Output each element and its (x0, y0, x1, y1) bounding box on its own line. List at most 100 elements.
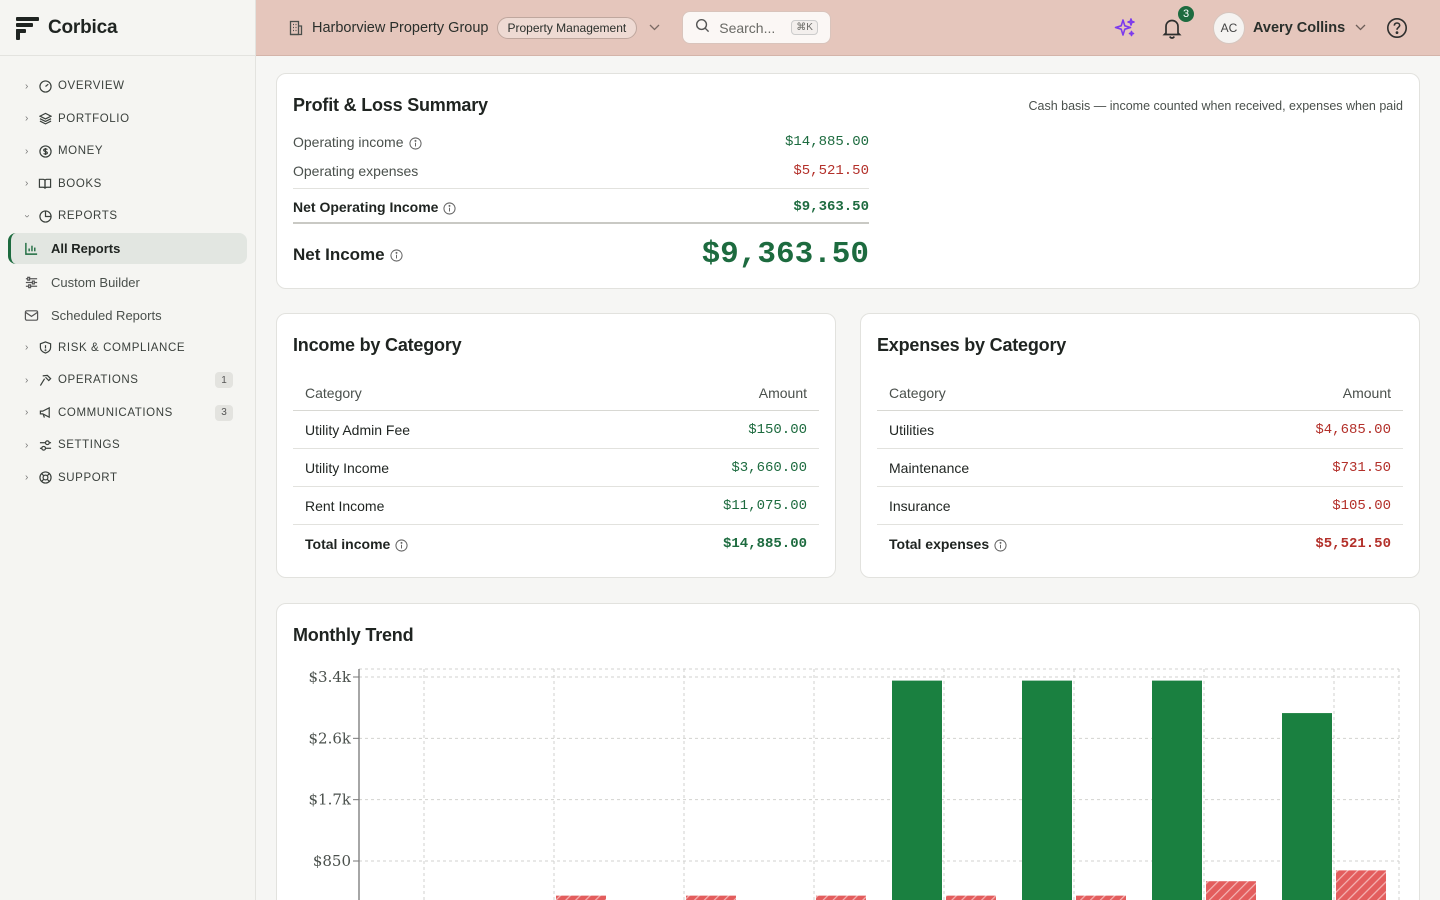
y-tick-label: $1.7k (309, 791, 352, 809)
pl-basis-note: Cash basis — income counted when receive… (1028, 99, 1403, 113)
amount-cell: $4,685.00 (1315, 421, 1391, 438)
expense-bar (946, 895, 996, 900)
communications-count-badge: 3 (215, 404, 233, 421)
nav-group-communications[interactable]: › COMMUNICATIONS 3 (0, 397, 255, 430)
nav-group-label: OVERVIEW (58, 80, 125, 93)
nav-group-reports[interactable]: › REPORTS (0, 200, 255, 233)
y-tick-label: $3.4k (309, 668, 352, 686)
nav-item-label: All Reports (51, 240, 121, 256)
info-icon[interactable] (408, 137, 422, 150)
chevron-right-icon: › (25, 145, 29, 157)
nav-group-label: MONEY (58, 145, 104, 158)
expense-bar (1076, 895, 1126, 900)
column-header: Category (889, 385, 946, 401)
column-header: Category (305, 385, 362, 401)
bell-icon[interactable] (1161, 16, 1183, 45)
nav-group-support[interactable]: › SUPPORT (0, 462, 255, 495)
nav-group-portfolio[interactable]: › PORTFOLIO (0, 103, 255, 136)
nav-item-custom-builder[interactable]: Custom Builder (8, 266, 247, 299)
mail-icon (23, 307, 39, 323)
search-input[interactable]: Search... (719, 19, 776, 36)
operations-count-badge: 1 (215, 372, 233, 389)
avatar: AC (1213, 12, 1245, 44)
nav-group-money[interactable]: › MONEY (0, 135, 255, 168)
nav-item-label: Scheduled Reports (51, 307, 162, 323)
operating-income-row: Operating income $14,885.00 (293, 134, 869, 150)
book-icon (38, 177, 52, 191)
info-icon[interactable] (395, 539, 408, 552)
info-icon[interactable] (443, 202, 457, 215)
brand[interactable]: Corbica (0, 0, 255, 56)
amount-cell: $731.50 (1332, 459, 1391, 476)
sidebar: Corbica › OVERVIEW › PORTFOLIO › MONEY › (0, 0, 256, 900)
total-label: Total expenses (889, 536, 990, 552)
megaphone-icon (38, 406, 52, 420)
row-label: Net Income (293, 244, 385, 264)
total-row: Total expenses $5,521.50 (877, 525, 1403, 563)
user-name: Avery Collins (1253, 20, 1346, 36)
lifebuoy-icon (38, 471, 52, 485)
chevron-right-icon: › (25, 407, 29, 419)
nav-item-all-reports[interactable]: All Reports (8, 232, 247, 264)
card-title: Expenses by Category (877, 335, 1067, 355)
row-value: $9,363.50 (793, 199, 869, 215)
net-income-value: $9,363.50 (701, 237, 869, 272)
nav-group-settings[interactable]: › SETTINGS (0, 429, 255, 462)
ai-sparkle-icon[interactable] (1113, 16, 1137, 45)
shield-icon (38, 341, 52, 355)
help-icon[interactable] (1386, 17, 1408, 44)
expense-bar (816, 895, 866, 900)
income-bar (1282, 713, 1332, 900)
chevron-right-icon: › (25, 439, 29, 451)
user-menu[interactable]: AC Avery Collins (1213, 12, 1366, 44)
total-value: $14,885.00 (722, 536, 807, 552)
category-cell: Utility Income (305, 459, 390, 476)
search-box[interactable]: Search... ⌘K (682, 11, 832, 44)
row-value: $14,885.00 (784, 134, 869, 150)
income-bar (892, 680, 942, 900)
expense-bar (686, 895, 736, 900)
nav-item-scheduled-reports[interactable]: Scheduled Reports (8, 299, 247, 332)
building-icon (288, 20, 304, 36)
nav-group-overview[interactable]: › OVERVIEW (0, 70, 255, 103)
amount-cell: $150.00 (748, 421, 807, 438)
nav-group-label: REPORTS (58, 210, 118, 223)
chevron-down-icon (649, 22, 660, 34)
table-header: Category Amount (293, 379, 819, 411)
search-icon (695, 18, 710, 38)
chevron-right-icon: › (25, 80, 29, 92)
info-icon[interactable] (994, 539, 1007, 552)
table-row: Rent Income $11,075.00 (293, 487, 819, 525)
nav-item-label: Custom Builder (51, 274, 140, 290)
category-cell: Insurance (889, 497, 951, 514)
amount-cell: $3,660.00 (731, 459, 807, 476)
row-label: Operating expenses (293, 163, 419, 179)
chevron-right-icon: › (25, 342, 29, 354)
gauge-icon (38, 79, 52, 93)
search-shortcut: ⌘K (791, 20, 818, 35)
nav-group-operations[interactable]: › OPERATIONS 1 (0, 364, 255, 397)
nav-group-label: SUPPORT (58, 471, 118, 484)
divider (293, 222, 869, 224)
expense-bar (1206, 881, 1256, 900)
expenses-by-category-card: Expenses by Category Category Amount Uti… (860, 313, 1420, 578)
monthly-trend-card: Monthly Trend $3.4k $2.6k $1.7k $850 (276, 603, 1420, 900)
income-bar (1152, 680, 1202, 900)
category-cell: Utility Admin Fee (305, 421, 411, 438)
divider (293, 188, 869, 189)
row-value: $5,521.50 (793, 163, 869, 179)
nav-group-books[interactable]: › BOOKS (0, 168, 255, 201)
table-row: Utility Income $3,660.00 (293, 449, 819, 487)
chevron-down-icon (1355, 22, 1366, 34)
info-icon[interactable] (390, 248, 403, 262)
nav-group-label: BOOKS (58, 177, 102, 190)
chevron-right-icon: › (25, 472, 29, 484)
org-switcher[interactable]: Harborview Property Group Property Manag… (288, 16, 660, 39)
total-value: $5,521.50 (1315, 536, 1391, 552)
top-header: Harborview Property Group Property Manag… (256, 0, 1440, 56)
nav-group-label: OPERATIONS (58, 374, 139, 387)
amount-cell: $105.00 (1332, 497, 1391, 514)
nav-group-risk-compliance[interactable]: › RISK & COMPLIANCE (0, 332, 255, 365)
column-header: Amount (1342, 385, 1391, 401)
monthly-trend-chart: $3.4k $2.6k $1.7k $850 (309, 668, 1400, 900)
